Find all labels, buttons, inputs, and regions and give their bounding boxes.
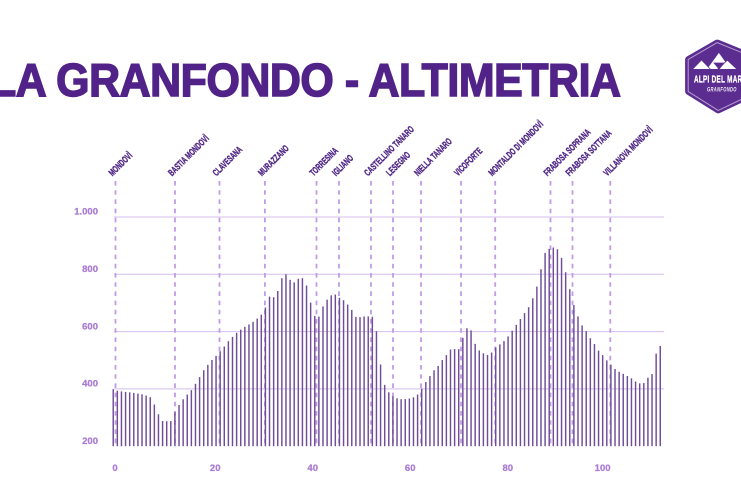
svg-text:80: 80: [503, 463, 514, 474]
svg-text:400: 400: [82, 379, 98, 390]
svg-text:1.000: 1.000: [74, 207, 98, 218]
svg-text:800: 800: [82, 264, 98, 275]
svg-text:200: 200: [82, 436, 98, 447]
svg-text:600: 600: [82, 321, 98, 332]
svg-text:100: 100: [595, 463, 611, 474]
svg-text:GRANFONDO: GRANFONDO: [707, 87, 737, 94]
svg-text:0: 0: [112, 463, 117, 474]
svg-text:ALPI DEL MARE: ALPI DEL MARE: [694, 73, 741, 85]
svg-text:40: 40: [307, 463, 318, 474]
svg-text:20: 20: [210, 463, 221, 474]
svg-text:60: 60: [405, 463, 416, 474]
